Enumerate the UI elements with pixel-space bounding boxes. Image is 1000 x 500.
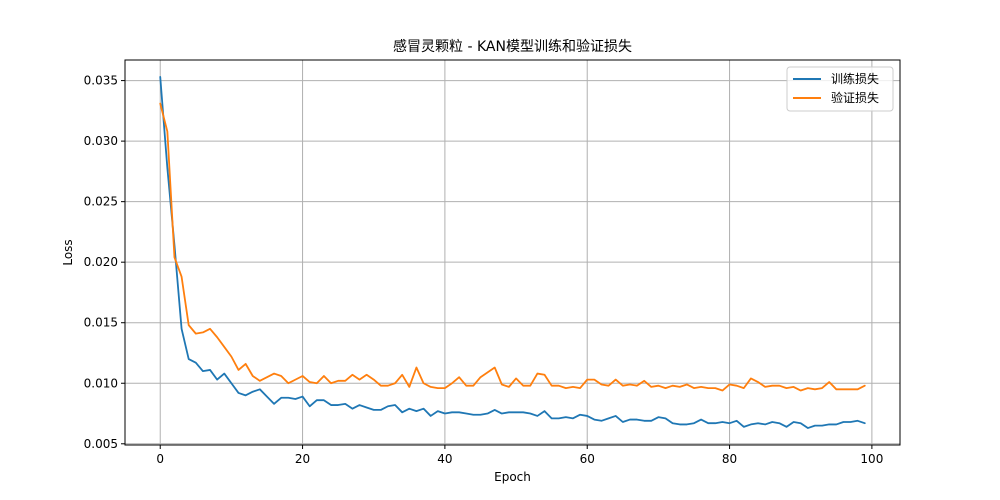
x-tick-label-1: 20 [295,452,310,466]
y-tick-label-4: 0.025 [84,195,118,209]
legend: 训练损失 验证损失 [786,66,894,112]
y-tick-label-5: 0.030 [84,134,118,148]
x-tick-label-3: 60 [580,452,595,466]
y-tick-label-0: 0.005 [84,437,118,451]
y-tick-label-1: 0.010 [84,376,118,390]
axes-layer: 0 20 40 60 80 100 0.005 0.010 0.015 0.020 0.025 0.0… [84,59,901,466]
x-tick-label-2: 40 [437,452,452,466]
y-tick-label-6: 0.035 [84,74,118,88]
x-tick-label-0: 0 [156,452,164,466]
y-tick-label-3: 0.020 [84,255,118,269]
series-layer [159,76,866,429]
plot-area [125,60,900,445]
x-axis-label: Epoch [494,470,531,484]
y-axis-label: Loss [61,239,75,265]
legend-label-val: 验证损失 [831,90,879,105]
chart-title: 感冒灵颗粒 - KAN模型训练和验证损失 [393,38,632,55]
legend-label-train: 训练损失 [831,71,879,86]
series-line-1 [159,102,866,392]
x-tick-label-5: 100 [860,452,883,466]
axes-frame [124,59,901,446]
series-line-0 [159,76,866,429]
y-tick-label-2: 0.015 [84,316,118,330]
x-tick-label-4: 80 [722,452,737,466]
